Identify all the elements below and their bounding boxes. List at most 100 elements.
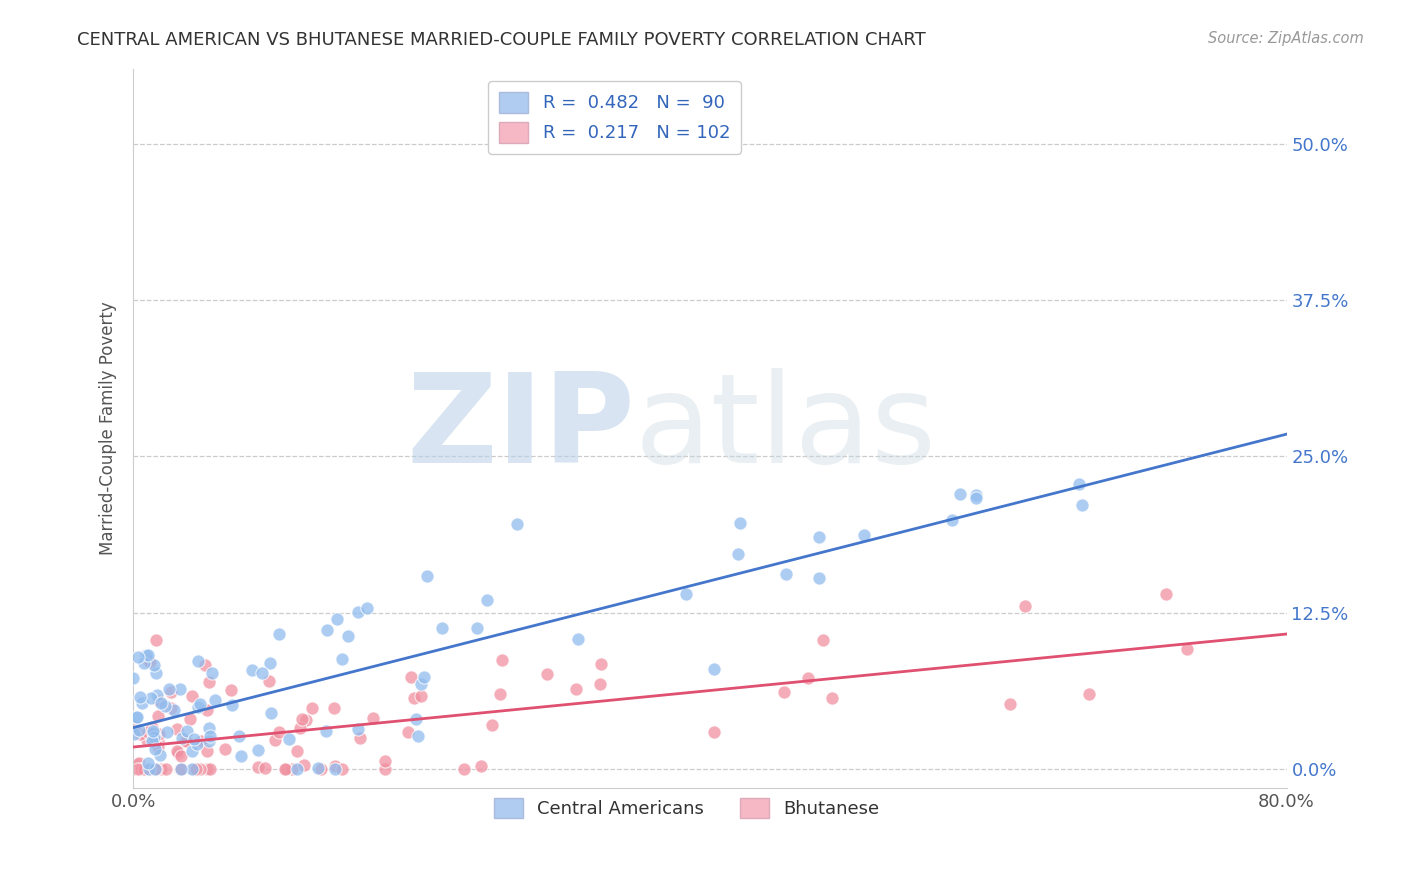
Point xyxy=(285,744,308,758)
Point xyxy=(135,732,157,747)
Point xyxy=(326,612,349,626)
Point xyxy=(470,758,492,772)
Point xyxy=(180,689,202,703)
Point xyxy=(139,691,162,706)
Point xyxy=(301,700,323,714)
Point xyxy=(432,621,454,635)
Point xyxy=(160,685,183,699)
Point xyxy=(536,667,558,681)
Point xyxy=(325,759,347,773)
Point xyxy=(135,648,157,662)
Point xyxy=(169,762,191,776)
Point xyxy=(198,762,221,776)
Point xyxy=(181,744,204,758)
Point xyxy=(1154,587,1177,601)
Point xyxy=(998,697,1021,711)
Point xyxy=(187,700,209,714)
Point xyxy=(162,703,184,717)
Point xyxy=(143,762,166,776)
Point xyxy=(481,718,503,732)
Point xyxy=(1175,641,1198,656)
Point xyxy=(145,665,167,680)
Point xyxy=(188,762,211,776)
Point xyxy=(125,756,148,771)
Point xyxy=(129,727,152,741)
Point xyxy=(174,733,197,747)
Point xyxy=(146,709,169,723)
Point xyxy=(775,567,797,582)
Point xyxy=(259,656,281,670)
Point xyxy=(269,724,291,739)
Point xyxy=(132,656,155,670)
Point xyxy=(675,587,697,601)
Point xyxy=(477,592,499,607)
Point xyxy=(166,722,188,736)
Point xyxy=(506,517,529,532)
Point xyxy=(169,762,191,776)
Point xyxy=(146,728,169,742)
Point xyxy=(125,709,148,723)
Point xyxy=(153,698,176,713)
Point xyxy=(129,762,152,776)
Point xyxy=(416,568,439,582)
Point xyxy=(128,690,150,704)
Point xyxy=(172,731,194,745)
Point xyxy=(349,731,371,746)
Point xyxy=(267,627,290,641)
Point xyxy=(127,762,149,776)
Point xyxy=(149,747,172,762)
Point xyxy=(250,666,273,681)
Point xyxy=(965,491,987,505)
Point xyxy=(285,762,308,776)
Point xyxy=(332,762,354,776)
Point xyxy=(291,712,314,726)
Point xyxy=(184,762,207,776)
Point xyxy=(409,676,432,690)
Text: atlas: atlas xyxy=(636,368,938,489)
Point xyxy=(264,732,287,747)
Point xyxy=(138,762,160,776)
Point xyxy=(322,701,344,715)
Point xyxy=(219,682,242,697)
Point xyxy=(197,744,219,758)
Point xyxy=(142,730,165,744)
Point xyxy=(148,726,170,740)
Point xyxy=(404,691,426,706)
Point xyxy=(187,762,209,776)
Point xyxy=(949,487,972,501)
Point xyxy=(491,653,513,667)
Point xyxy=(188,698,211,712)
Point xyxy=(231,749,253,764)
Point xyxy=(122,727,145,741)
Point xyxy=(195,703,218,717)
Point xyxy=(316,623,339,637)
Point xyxy=(295,713,318,727)
Point xyxy=(453,762,475,776)
Point xyxy=(406,729,429,743)
Point xyxy=(160,700,183,714)
Point xyxy=(136,725,159,739)
Point xyxy=(703,662,725,676)
Point xyxy=(853,528,876,542)
Point xyxy=(336,629,359,643)
Point xyxy=(166,744,188,758)
Point xyxy=(122,671,145,685)
Point xyxy=(136,653,159,667)
Point xyxy=(124,719,146,733)
Point xyxy=(186,762,208,776)
Point xyxy=(166,746,188,760)
Point xyxy=(807,571,830,585)
Point xyxy=(198,721,221,735)
Point xyxy=(796,671,818,685)
Point xyxy=(127,649,149,664)
Point xyxy=(146,740,169,755)
Point xyxy=(143,658,166,673)
Point xyxy=(143,762,166,776)
Point xyxy=(356,600,378,615)
Text: Source: ZipAtlas.com: Source: ZipAtlas.com xyxy=(1208,31,1364,46)
Point xyxy=(127,710,149,724)
Point xyxy=(148,694,170,708)
Point xyxy=(465,621,488,635)
Point xyxy=(727,547,749,561)
Point xyxy=(221,698,243,712)
